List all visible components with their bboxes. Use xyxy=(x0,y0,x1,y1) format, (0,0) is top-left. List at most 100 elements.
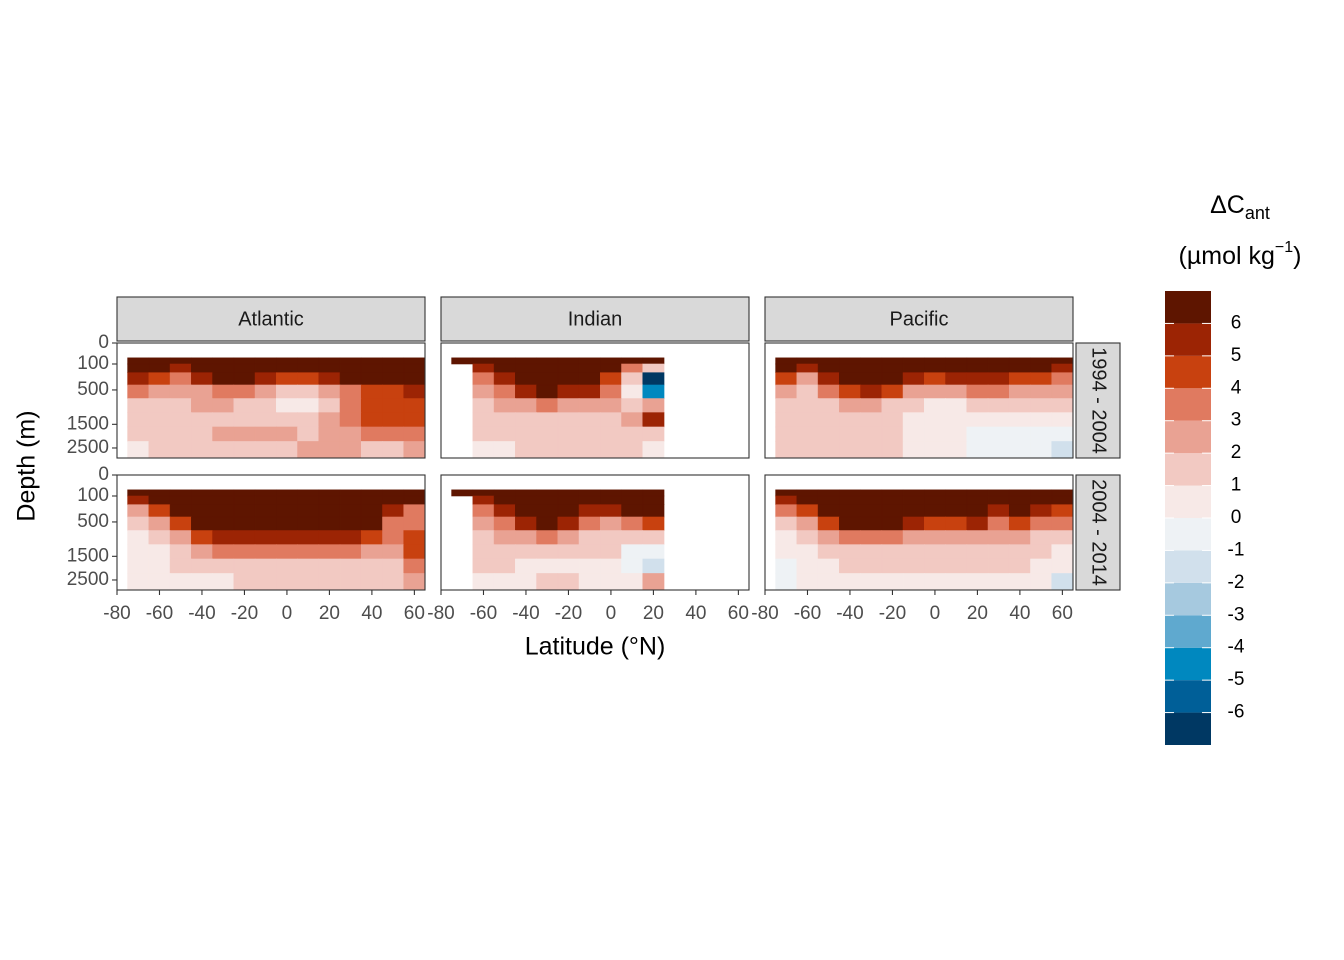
contour-cell xyxy=(966,384,989,399)
colorbar-label: 2 xyxy=(1231,442,1242,463)
contour-cell xyxy=(578,363,601,373)
contour-cell xyxy=(515,504,537,518)
contour-cell xyxy=(127,489,150,497)
contour-cell xyxy=(297,372,320,386)
contour-cell xyxy=(233,558,256,574)
contour-cell xyxy=(796,357,819,365)
x-tick-label: 20 xyxy=(319,603,340,624)
contour-cell xyxy=(169,372,192,386)
contour-cell xyxy=(1030,558,1053,574)
contour-cell xyxy=(339,573,362,590)
contour-cell xyxy=(148,441,171,458)
contour-cell xyxy=(839,398,861,413)
contour-cell xyxy=(382,530,405,545)
contour-cell xyxy=(902,398,925,413)
contour-cell xyxy=(839,412,861,428)
contour-cell xyxy=(169,495,192,505)
contour-cell xyxy=(578,489,601,497)
contour-cell xyxy=(1008,495,1031,505)
contour-cell xyxy=(860,363,883,373)
contour-cell xyxy=(360,495,383,505)
contour-cell xyxy=(557,412,580,428)
contour-cell xyxy=(817,495,840,505)
panel-border xyxy=(440,474,750,591)
contour-cell xyxy=(127,573,150,590)
contour-cell xyxy=(924,363,946,373)
contour-cell xyxy=(515,398,537,413)
contour-cell xyxy=(924,398,946,413)
contour-cell xyxy=(621,489,644,497)
contour-cell xyxy=(945,398,968,413)
contour-cell xyxy=(1030,398,1053,413)
contour-cell xyxy=(642,426,665,442)
contour-cell xyxy=(148,544,171,560)
contour-cell xyxy=(945,573,968,590)
contour-cell xyxy=(318,426,341,442)
contour-cell xyxy=(472,372,495,386)
contour-cell xyxy=(642,372,665,386)
x-tick-label: 0 xyxy=(606,603,617,624)
contour-cell xyxy=(382,363,405,373)
contour-cell xyxy=(1051,504,1073,518)
contour-cell xyxy=(233,426,256,442)
contour-cell xyxy=(233,495,256,505)
contour-cell xyxy=(817,544,840,560)
y-tick-label: 2500 xyxy=(67,569,109,590)
contour-cell xyxy=(796,363,819,373)
x-tick-label: 60 xyxy=(404,603,425,624)
y-tick-label: 0 xyxy=(98,464,109,485)
contour-cell xyxy=(360,516,383,531)
contour-cell xyxy=(817,558,840,574)
contour-cell xyxy=(360,384,383,399)
contour-cell xyxy=(212,573,235,590)
contour-cell xyxy=(987,357,1010,365)
contour-cell xyxy=(536,489,559,497)
contour-cell xyxy=(403,441,425,458)
contour-cell xyxy=(493,516,516,531)
contour-cell xyxy=(881,558,904,574)
contour-cell xyxy=(796,558,819,574)
contour-cell xyxy=(966,489,989,497)
contour-cell xyxy=(148,573,171,590)
contour-cell xyxy=(578,357,601,365)
contour-cell xyxy=(276,530,298,545)
contour-cell xyxy=(600,426,622,442)
contour-cell xyxy=(642,384,665,399)
contour-cell xyxy=(127,384,150,399)
contour-cell xyxy=(403,357,425,365)
contour-cell xyxy=(1030,544,1053,560)
contour-cell xyxy=(1030,516,1053,531)
x-tick-label: -60 xyxy=(470,603,497,624)
contour-cell xyxy=(600,441,622,458)
contour-cell xyxy=(600,363,622,373)
x-tick-label: 20 xyxy=(967,603,988,624)
contour-cell xyxy=(536,558,559,574)
contour-cell xyxy=(1030,573,1053,590)
contour-cell xyxy=(148,412,171,428)
contour-cell xyxy=(945,426,968,442)
contour-cell xyxy=(339,495,362,505)
contour-cell xyxy=(148,516,171,531)
contour-cell xyxy=(775,426,798,442)
y-tick-label: 1500 xyxy=(67,545,109,566)
colorbar-label: 1 xyxy=(1231,475,1242,496)
contour-cell xyxy=(1008,558,1031,574)
contour-cell xyxy=(839,495,861,505)
contour-cell xyxy=(360,372,383,386)
contour-cell xyxy=(1051,558,1073,574)
contour-cell xyxy=(902,384,925,399)
contour-cell xyxy=(642,544,665,560)
contour-cell xyxy=(127,558,150,574)
contour-cell xyxy=(536,530,559,545)
contour-cell xyxy=(775,441,798,458)
contour-cell xyxy=(945,504,968,518)
contour-cell xyxy=(557,398,580,413)
contour-cell xyxy=(233,372,256,386)
contour-cell xyxy=(775,489,798,497)
panel-cells xyxy=(775,489,1073,590)
contour-cell xyxy=(621,372,644,386)
contour-cell xyxy=(817,441,840,458)
contour-cell xyxy=(127,516,150,531)
contour-cell xyxy=(536,516,559,531)
panel-border xyxy=(764,342,1074,459)
